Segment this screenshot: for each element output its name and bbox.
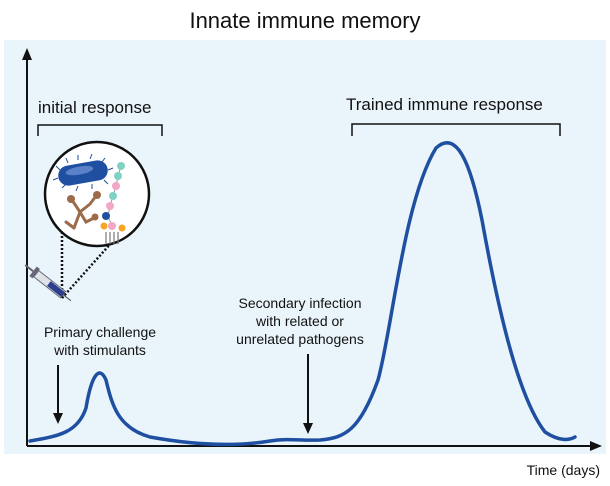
primary-challenge-arrow-head-icon — [53, 413, 63, 424]
initial-response-bracket — [37, 124, 163, 136]
fungus-icon — [64, 191, 101, 230]
glycan-chain-icon — [100, 162, 126, 244]
primary-challenge-label-line-2: with stimulants — [53, 342, 146, 358]
primary-challenge-label-line-1: Primary challenge — [44, 324, 156, 340]
immune-response-curve — [28, 141, 577, 447]
secondary-infection-label-line-2: with related or — [255, 313, 344, 329]
syringe-icon — [24, 264, 72, 302]
x-axis-label: Time (days) — [526, 462, 600, 478]
secondary-infection-arrow-head-icon — [303, 423, 313, 434]
diagram-title: Innate immune memory — [189, 8, 421, 33]
bacterium-icon — [52, 153, 114, 192]
secondary-infection-label-line-1: Secondary infection — [239, 295, 362, 311]
secondary-infection-label-line-3: unrelated pathogens — [236, 331, 364, 347]
x-axis-arrow-icon — [590, 441, 602, 451]
y-axis-arrow-icon — [22, 48, 32, 60]
trained-response-label: Trained immune response — [346, 95, 543, 114]
initial-response-label: initial response — [38, 98, 151, 117]
trained-response-bracket — [351, 123, 561, 136]
diagram-panel — [4, 40, 606, 454]
